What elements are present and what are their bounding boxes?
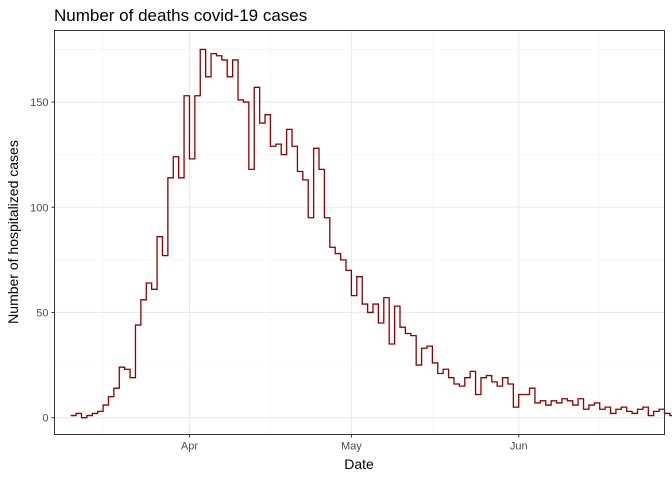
y-axis-title: Number of hospitalized cases xyxy=(5,140,21,324)
y-tick-label: 100 xyxy=(30,202,48,214)
minor-gridlines xyxy=(54,30,665,435)
x-axis-title: Date xyxy=(344,456,374,472)
y-tick-label: 0 xyxy=(42,413,48,425)
plot-panel xyxy=(54,30,665,435)
deaths-step-line xyxy=(70,48,672,419)
x-tick-label: Apr xyxy=(181,441,198,453)
major-gridlines xyxy=(54,30,665,435)
chart-title: Number of deaths covid-19 cases xyxy=(54,6,307,25)
plot-border xyxy=(54,30,665,435)
x-tick-label: Jun xyxy=(510,441,528,453)
x-tick-label: May xyxy=(341,441,362,453)
y-tick-label: 150 xyxy=(30,97,48,109)
y-tick-label: 50 xyxy=(36,307,48,319)
y-axis: 0 50 100 150 xyxy=(30,97,55,425)
x-axis: Apr May Jun xyxy=(181,434,528,453)
